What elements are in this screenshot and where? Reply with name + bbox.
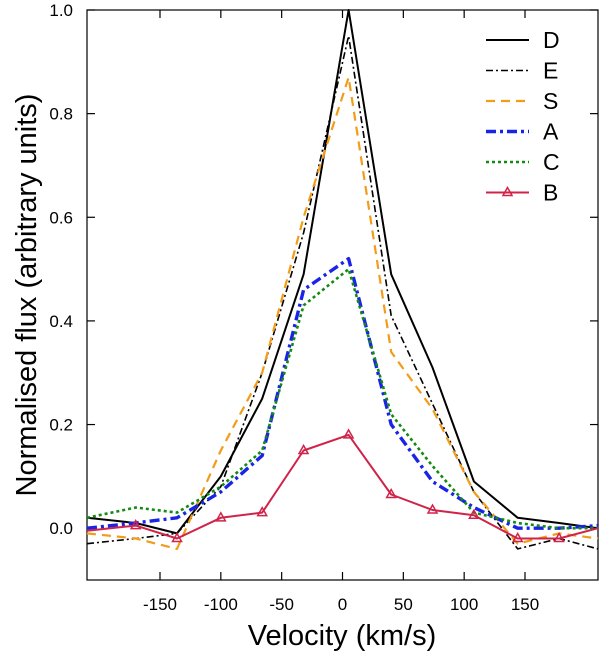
series-line-C	[86, 267, 598, 530]
legend-label-S: S	[543, 88, 558, 114]
series-marker-B	[511, 532, 524, 543]
legend-label-B: B	[543, 180, 558, 206]
y-tick-label: 0.8	[49, 105, 73, 124]
y-tick-label: 0.4	[49, 312, 73, 331]
y-tick-label: 1.0	[49, 1, 73, 20]
series-marker-B	[553, 532, 565, 543]
x-axis-title: Velocity (km/s)	[248, 620, 437, 652]
legend-marker-B	[501, 185, 514, 197]
series-line-D	[86, 9, 599, 535]
x-tick-label: -100	[204, 595, 238, 614]
series-marker-B	[468, 508, 480, 519]
y-tick-label: 0.6	[49, 208, 73, 227]
series-marker-B	[297, 443, 310, 455]
y-axis-title: Normalised flux (arbitrary units)	[11, 94, 43, 497]
series-marker-B	[215, 511, 227, 522]
x-tick-label: 150	[511, 595, 539, 614]
series-marker-B	[342, 428, 355, 439]
series-line-E	[86, 35, 599, 550]
series-layer	[86, 9, 599, 551]
legend-label-A: A	[543, 119, 559, 145]
x-tick-label: 0	[338, 595, 347, 614]
y-tick-label: 0.2	[49, 416, 73, 435]
x-tick-label: -150	[143, 595, 177, 614]
series-marker-B	[426, 503, 439, 514]
x-axis-ticks: -150 -100 -50 0 50 100 150	[143, 10, 539, 614]
x-tick-label: 100	[450, 595, 478, 614]
x-tick-label: 50	[394, 595, 413, 614]
series-marker-B	[171, 532, 183, 543]
series-marker-B	[385, 487, 397, 499]
legend-label-E: E	[543, 58, 558, 84]
legend-label-D: D	[543, 27, 560, 53]
series-marker-B	[129, 519, 142, 530]
y-tick-label: 0.0	[49, 519, 73, 538]
series-line-S	[86, 76, 599, 551]
x-tick-label: -50	[269, 595, 294, 614]
y-axis-ticks: 0.0 0.2 0.4 0.6 0.8 1.0	[49, 1, 598, 538]
series-line-B	[86, 433, 599, 540]
series-marker-B	[256, 506, 268, 517]
series-line-A	[86, 257, 599, 530]
legend-label-C: C	[543, 149, 560, 175]
